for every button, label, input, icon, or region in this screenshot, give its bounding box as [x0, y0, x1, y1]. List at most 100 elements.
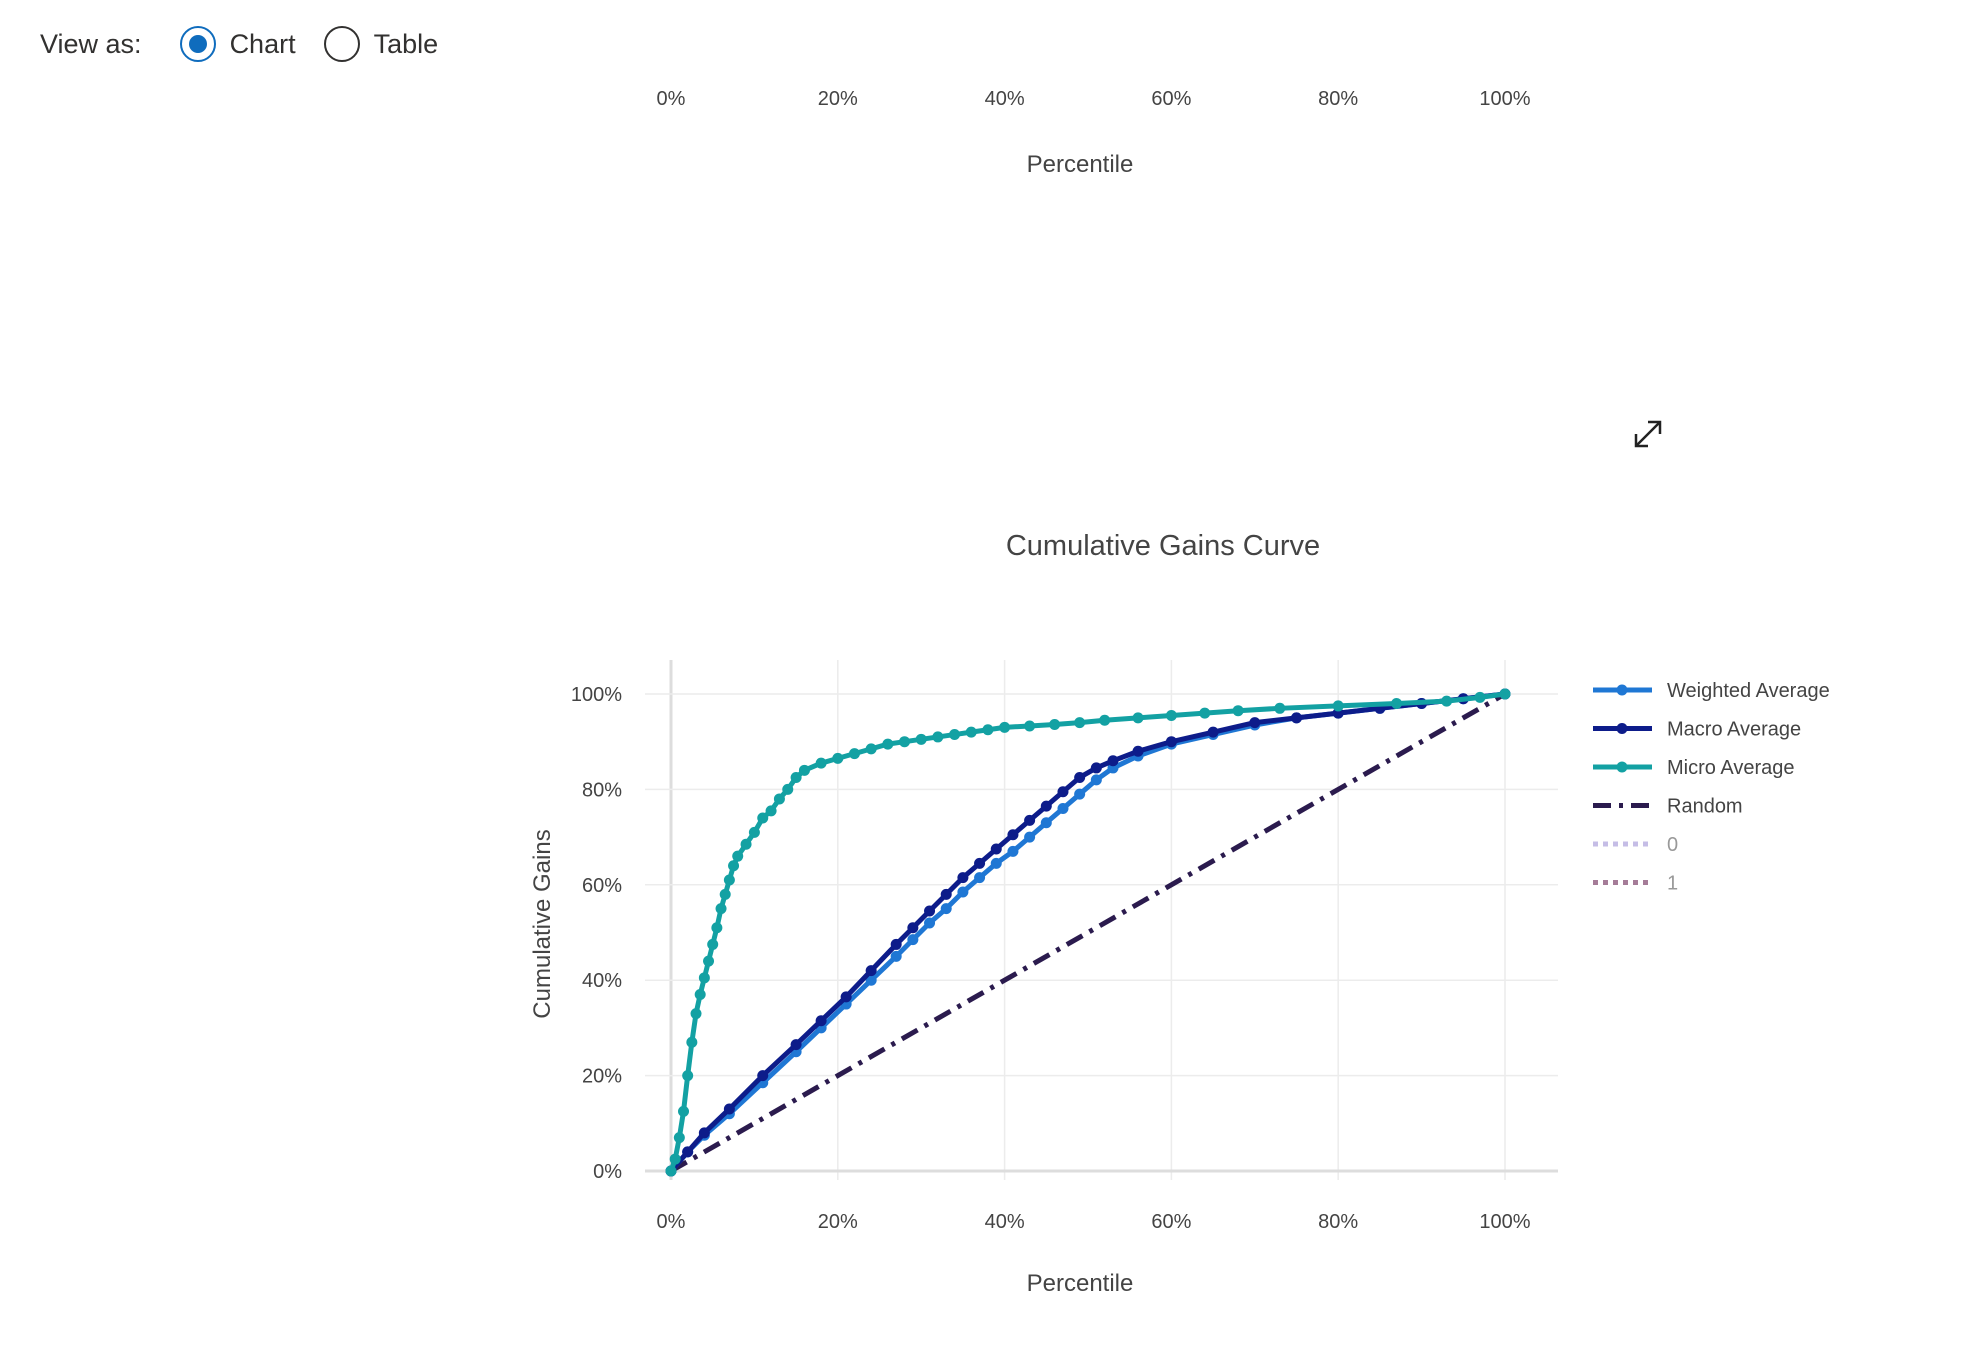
data-point-micro-average — [882, 738, 894, 750]
top-axis-tick-label: 0% — [657, 88, 686, 110]
data-point-micro-average — [678, 1105, 690, 1117]
expand-diagonal-icon[interactable] — [1628, 414, 1668, 454]
y-tick-label: 40% — [582, 970, 622, 992]
data-point-micro-average — [1074, 717, 1086, 729]
x-tick-label: 60% — [1151, 1211, 1191, 1233]
data-point-weighted-average — [890, 950, 902, 962]
series-weighted-average — [665, 688, 1511, 1177]
data-point-micro-average — [782, 783, 794, 795]
x-tick-label: 0% — [657, 1211, 686, 1233]
data-point-weighted-average — [940, 903, 952, 915]
data-point-macro-average — [1007, 829, 1019, 841]
view-as-toggle: View as: Chart Table — [40, 20, 466, 68]
data-point-micro-average — [1099, 714, 1111, 726]
data-point-micro-average — [698, 972, 710, 984]
radio-table-unchecked[interactable] — [323, 26, 360, 62]
x-axis-ticks: 0% 20% 40% 60% 80% 100% — [657, 1211, 1531, 1233]
y-axis-ticks: 0% 20% 40% 60% 80% 100% — [571, 684, 622, 1183]
expand-diagonal-icon-svg — [1634, 420, 1662, 448]
data-point-micro-average — [715, 903, 727, 915]
data-point-weighted-average — [1090, 774, 1102, 786]
top-axis-tick-label: 40% — [985, 88, 1025, 110]
data-point-micro-average — [765, 805, 777, 817]
data-point-micro-average — [982, 724, 994, 736]
data-point-micro-average — [965, 726, 977, 738]
data-point-micro-average — [848, 748, 860, 760]
radio-chart-checked[interactable] — [179, 26, 216, 62]
x-tick-label: 100% — [1479, 1211, 1530, 1233]
series-random — [669, 691, 1507, 1174]
data-point-micro-average — [865, 743, 877, 755]
x-tick-label: 80% — [1318, 1211, 1358, 1233]
x-tick-label: 40% — [985, 1211, 1025, 1233]
data-point-micro-average — [815, 757, 827, 769]
legend-label-micro-average: Micro Average — [1667, 757, 1794, 779]
chart-title: Cumulative Gains Curve — [1006, 530, 1320, 562]
data-point-micro-average — [949, 729, 961, 741]
legend-label-weighted-average: Weighted Average — [1667, 680, 1830, 702]
data-point-macro-average — [723, 1103, 735, 1115]
data-point-macro-average — [682, 1146, 694, 1158]
data-point-macro-average — [890, 938, 902, 950]
data-point-micro-average — [773, 793, 785, 805]
series-micro-average — [665, 688, 1511, 1177]
data-point-macro-average — [1024, 814, 1036, 826]
data-point-micro-average — [1199, 707, 1211, 719]
y-tick-label: 0% — [593, 1161, 622, 1183]
data-point-macro-average — [940, 888, 952, 900]
legend-label-macro-average: Macro Average — [1667, 719, 1801, 741]
data-point-weighted-average — [907, 934, 919, 946]
data-point-macro-average — [1165, 736, 1177, 748]
legend-marker-macro-average — [1616, 723, 1628, 734]
data-point-macro-average — [1040, 800, 1052, 812]
data-point-macro-average — [1249, 717, 1261, 729]
data-point-macro-average — [1090, 762, 1102, 774]
series-line-macro-average — [669, 691, 1506, 1173]
data-point-weighted-average — [1074, 788, 1086, 800]
data-point-micro-average — [1441, 695, 1453, 707]
data-point-micro-average — [899, 736, 911, 748]
legend-marker-micro-average — [1616, 761, 1628, 773]
data-point-weighted-average — [974, 872, 986, 884]
data-point-micro-average — [686, 1036, 698, 1048]
data-point-macro-average — [957, 872, 969, 884]
data-point-macro-average — [1057, 786, 1069, 798]
data-point-macro-average — [1074, 771, 1086, 783]
data-point-macro-average — [1132, 745, 1144, 757]
y-axis-title: Cumulative Gains — [529, 829, 556, 1018]
data-point-micro-average — [798, 764, 810, 776]
data-point-micro-average — [665, 1165, 677, 1177]
x-tick-label: 20% — [818, 1211, 858, 1233]
data-point-macro-average — [924, 905, 936, 917]
top-axis: 0% 20% 40% 60% 80% 100% — [657, 88, 1531, 110]
data-point-micro-average — [932, 731, 944, 743]
data-point-micro-average — [1132, 712, 1144, 724]
top-axis-tick-label: 20% — [818, 88, 858, 110]
view-option-chart-label: Chart — [229, 28, 296, 59]
legend-label-0: 0 — [1667, 834, 1678, 856]
view-option-table[interactable]: Table — [323, 26, 439, 62]
top-axis-tick-label: 80% — [1318, 88, 1358, 110]
top-axis-tick-label: 60% — [1151, 88, 1191, 110]
y-tick-label: 20% — [582, 1066, 622, 1088]
data-point-micro-average — [1165, 709, 1177, 721]
data-point-macro-average — [1207, 726, 1219, 738]
data-point-micro-average — [999, 721, 1011, 733]
data-point-micro-average — [790, 771, 802, 783]
data-point-micro-average — [1232, 705, 1244, 717]
y-tick-label: 80% — [582, 779, 622, 801]
data-point-weighted-average — [1007, 845, 1019, 857]
series-layer — [665, 688, 1511, 1177]
data-point-weighted-average — [924, 917, 936, 929]
data-point-micro-average — [673, 1132, 685, 1144]
data-point-micro-average — [740, 838, 752, 850]
series-line-random — [669, 691, 1507, 1174]
data-point-weighted-average — [990, 857, 1002, 869]
grid — [645, 660, 1558, 1180]
data-point-macro-average — [757, 1070, 769, 1082]
legend: Weighted Average Macro Average Micro Avera… — [1593, 680, 1830, 895]
data-point-micro-average — [690, 1008, 702, 1020]
view-option-chart[interactable]: Chart — [179, 26, 296, 62]
view-option-table-label: Table — [373, 28, 439, 59]
